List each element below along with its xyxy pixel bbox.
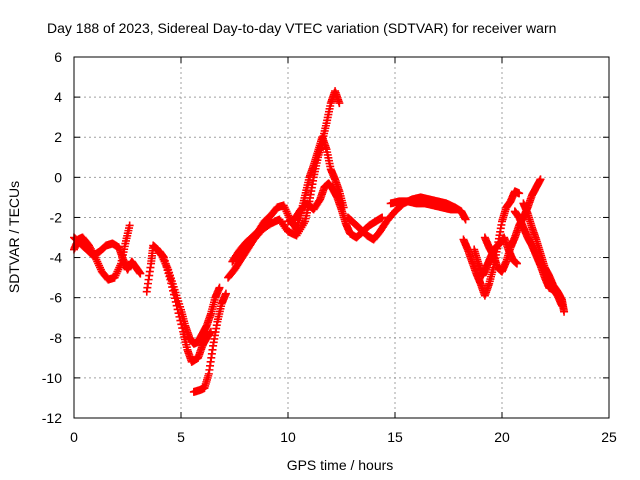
y-tick-label: 2 — [54, 129, 62, 145]
x-axis-label: GPS time / hours — [287, 457, 394, 473]
data-point-interp — [167, 279, 176, 288]
data-point — [453, 205, 462, 214]
data-point-interp — [171, 297, 180, 306]
chart-title: Day 188 of 2023, Sidereal Day-to-day VTE… — [47, 20, 556, 36]
data-point — [536, 175, 545, 184]
series-track-b — [70, 233, 145, 278]
data-point — [515, 189, 524, 198]
x-tick-label: 0 — [70, 429, 78, 445]
y-tick-label: -12 — [42, 410, 62, 426]
x-tick-label: 15 — [387, 429, 403, 445]
data-point — [172, 301, 181, 310]
data-point-interp — [173, 305, 182, 314]
data-point — [215, 283, 224, 292]
data-point — [378, 213, 387, 222]
data-point — [512, 259, 521, 268]
data-point-interp — [176, 316, 185, 325]
series-track-e — [189, 289, 230, 396]
data-point — [136, 269, 145, 278]
data-point-interp — [168, 283, 177, 292]
y-tick-label: 6 — [54, 49, 62, 65]
plot-frame — [73, 56, 610, 419]
data-point-interp — [174, 309, 183, 318]
series-track-k — [459, 187, 524, 300]
series-track-o — [519, 199, 569, 316]
series-track-h — [284, 179, 387, 242]
series-track-j — [386, 197, 462, 214]
data-point — [166, 275, 175, 284]
data-point — [221, 289, 230, 298]
data-point-interp — [169, 290, 178, 299]
data-point-interp — [178, 324, 187, 333]
data-point-interp — [175, 312, 184, 321]
y-tick-label: -10 — [42, 370, 62, 386]
y-tick-label: -6 — [50, 290, 63, 306]
data-point — [125, 221, 134, 230]
axis-ticks: 0 5 10 15 20 25 -12 -10 -8 -6 -4 -2 0 2 4 6 — [42, 49, 617, 445]
x-tick-label: 10 — [280, 429, 296, 445]
series-track-d — [155, 247, 215, 366]
y-tick-label: 0 — [54, 169, 62, 185]
data-point-interp — [170, 294, 179, 303]
x-tick-label: 25 — [601, 429, 617, 445]
y-tick-label: -8 — [50, 330, 63, 346]
x-tick-label: 20 — [494, 429, 510, 445]
y-axis-label: SDTVAR / TECUs — [6, 181, 22, 293]
y-tick-label: 4 — [54, 89, 62, 105]
data-point — [335, 99, 344, 108]
data-point — [560, 307, 569, 316]
x-tick-label: 5 — [177, 429, 185, 445]
data-series — [70, 87, 569, 396]
y-tick-label: -4 — [50, 250, 63, 266]
data-point — [461, 215, 470, 224]
data-point-interp — [177, 320, 186, 329]
data-point-interp — [169, 286, 178, 295]
y-tick-label: -2 — [50, 209, 63, 225]
